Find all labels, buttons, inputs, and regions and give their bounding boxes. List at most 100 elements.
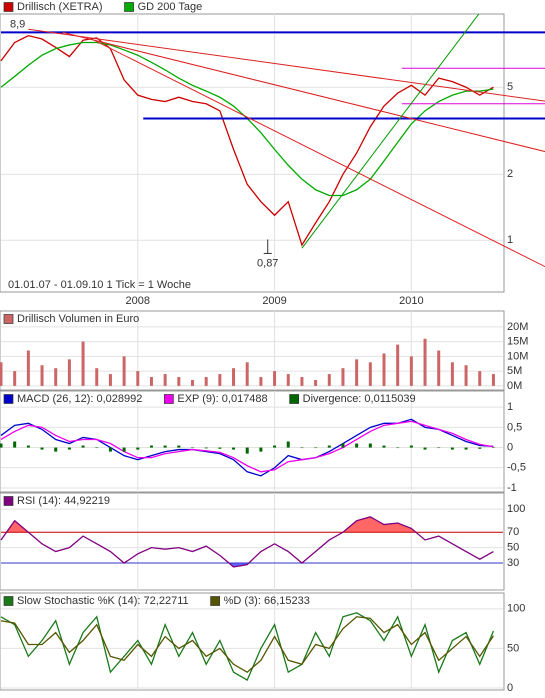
bar: [327, 445, 331, 448]
panel: [0, 310, 505, 391]
plot-frame: [0, 592, 505, 691]
series-line: [0, 616, 494, 673]
bar: [81, 445, 85, 448]
bar: [149, 377, 153, 386]
legend-label: MACD (26, 12): 0,028992: [17, 393, 142, 405]
bar: [81, 341, 85, 386]
y-tick-label: 5M: [507, 365, 522, 377]
bar: [26, 350, 30, 386]
plot-frame: [0, 390, 505, 493]
bar: [382, 353, 386, 386]
bar: [190, 447, 194, 449]
legend-swatch: [289, 394, 300, 404]
bar: [177, 377, 181, 386]
bar: [478, 447, 482, 449]
y-tick-label: 20M: [507, 321, 528, 333]
y-tick-label: 0: [507, 441, 513, 453]
y-tick-label: 70: [507, 526, 519, 538]
panel: [0, 13, 505, 293]
bar: [437, 447, 441, 449]
legend-label: EXP (9): 0,017488: [177, 393, 267, 405]
bar: [122, 356, 126, 386]
y-tick-label: 0,5: [507, 421, 522, 433]
bar: [423, 338, 427, 386]
y-tick-label: -0,5: [507, 462, 526, 474]
bar: [450, 447, 454, 450]
y-tick-label: 0: [507, 682, 513, 694]
bar: [67, 359, 71, 386]
bar: [0, 362, 3, 386]
legend-swatch: [3, 2, 14, 12]
panel: [0, 492, 505, 591]
bar: [314, 447, 318, 449]
bar: [464, 447, 468, 450]
bar: [232, 447, 236, 450]
bar: [54, 447, 58, 452]
series-line: [0, 612, 495, 682]
bar: [300, 377, 304, 386]
legend-label: %D (3): 66,15233: [224, 595, 310, 607]
y-tick-label: 50: [507, 542, 519, 554]
y-tick-label: 30: [507, 557, 519, 569]
legend-swatch: [210, 596, 220, 606]
low-label: 0,87: [257, 257, 278, 269]
bar: [40, 447, 44, 450]
bar: [368, 443, 372, 448]
legend-swatch: [3, 314, 14, 324]
series-line: [0, 516, 494, 568]
bar: [450, 362, 454, 386]
bar: [382, 445, 386, 448]
bar: [177, 445, 181, 448]
panel: [0, 390, 505, 493]
bar: [286, 441, 290, 448]
y-tick-label: 1: [507, 234, 513, 246]
bar: [0, 443, 3, 448]
legend-label: GD 200 Tage: [138, 1, 203, 13]
bar: [13, 371, 17, 386]
plot-frame: [0, 13, 505, 293]
bar: [136, 447, 140, 450]
bar: [95, 368, 99, 386]
bar: [437, 350, 441, 386]
level-label: 8,9: [10, 18, 25, 30]
bar: [327, 374, 331, 386]
bar: [273, 445, 277, 448]
y-tick-label: -1: [507, 482, 517, 494]
bar: [122, 447, 126, 452]
legend-swatch: [124, 2, 134, 12]
footnote: 01.01.07 - 01.09.10 1 Tick = 1 Woche: [8, 279, 191, 291]
legend-label: Slow Stochastic %K (14): 72,22711: [17, 595, 189, 607]
bar: [245, 362, 249, 386]
bar: [409, 445, 413, 448]
y-tick-label: 100: [507, 503, 525, 515]
bar: [163, 374, 167, 386]
bar: [163, 445, 167, 448]
y-tick-label: 1: [507, 401, 513, 413]
trend-line: [28, 28, 545, 102]
bar: [478, 371, 482, 386]
bar: [26, 445, 30, 448]
level-fill: [6, 516, 416, 533]
y-tick-label: 2: [507, 168, 513, 180]
bar: [218, 447, 222, 449]
bar: [409, 356, 413, 386]
legend-label: Drillisch (XETRA): [17, 1, 103, 13]
bar: [40, 365, 44, 386]
panel: [0, 592, 505, 691]
bar: [491, 447, 495, 448]
legend-label: RSI (14): 44,92219: [17, 495, 110, 507]
legend-label: Drillisch Volumen in Euro: [17, 313, 139, 325]
bar: [396, 344, 400, 386]
bar: [190, 379, 194, 386]
y-tick-label: 15M: [507, 336, 528, 348]
y-tick-label: 5: [507, 81, 513, 93]
bar: [108, 447, 112, 452]
trend-line: [93, 39, 545, 268]
plot-frame: [0, 492, 505, 591]
bar: [136, 371, 140, 386]
bar: [341, 443, 345, 448]
bar: [286, 374, 290, 386]
series-line: [0, 420, 494, 473]
legend-label: Divergence: 0,0115039: [303, 393, 416, 405]
